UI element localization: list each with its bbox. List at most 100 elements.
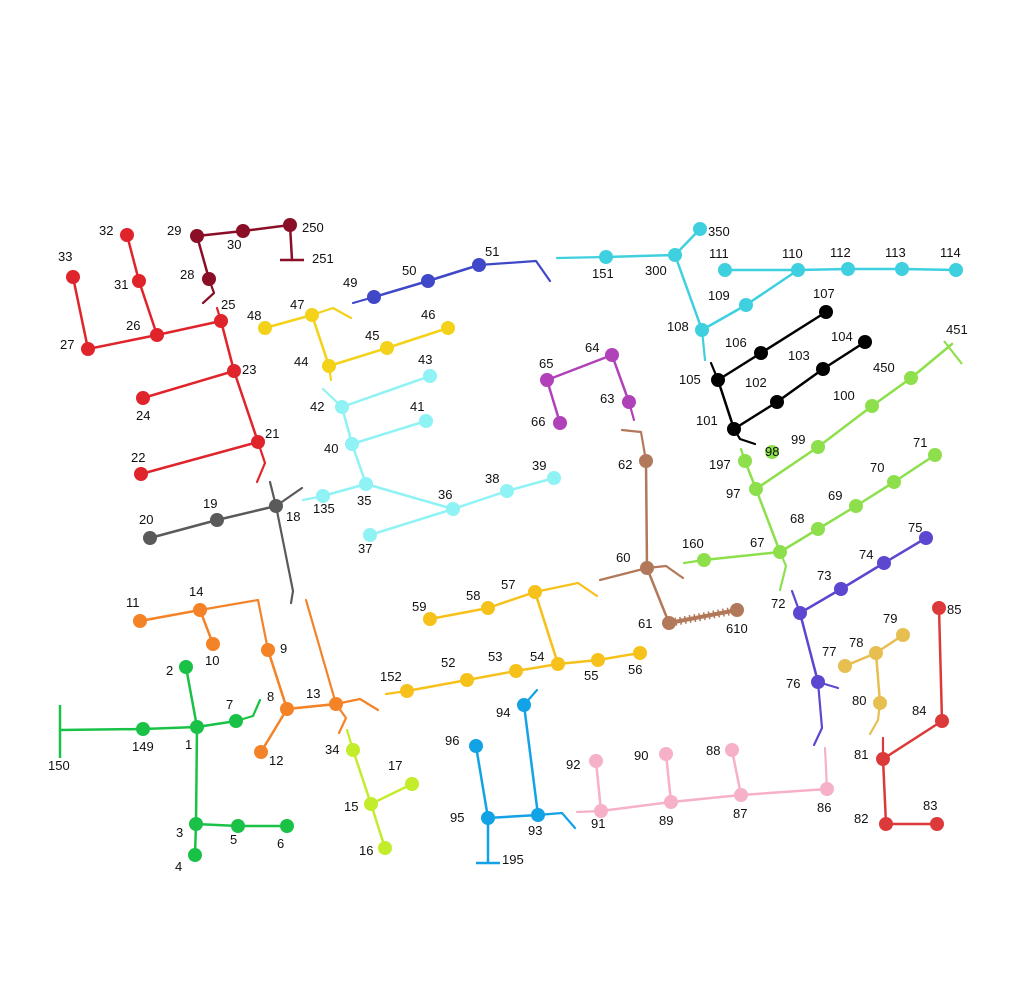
node-96 xyxy=(469,739,483,753)
node-label-65: 65 xyxy=(539,356,553,371)
node-5 xyxy=(231,819,245,833)
edge-44-47 xyxy=(310,313,331,368)
edge-150-149 xyxy=(58,727,145,732)
node-label-2: 2 xyxy=(166,663,173,678)
node-label-108: 108 xyxy=(667,319,689,334)
node-label-59: 59 xyxy=(412,599,426,614)
node-105 xyxy=(711,373,725,387)
node-label-151: 151 xyxy=(592,266,614,281)
node-label-83: 83 xyxy=(923,798,937,813)
node-92 xyxy=(589,754,603,768)
node-88 xyxy=(725,743,739,757)
node-label-32: 32 xyxy=(99,223,113,238)
node-53 xyxy=(509,664,523,678)
node-label-112: 112 xyxy=(830,245,851,260)
node-label-102: 102 xyxy=(745,375,767,390)
node-160 xyxy=(697,553,711,567)
node-35 xyxy=(359,477,373,491)
edge-67-68 xyxy=(778,527,820,554)
node-label-33: 33 xyxy=(58,249,72,264)
node-43 xyxy=(423,369,437,383)
node-108 xyxy=(695,323,709,337)
node-71 xyxy=(928,448,942,462)
node-label-36: 36 xyxy=(438,487,452,502)
node-label-69: 69 xyxy=(828,488,842,503)
edge-109-110 xyxy=(744,268,800,307)
node-label-10: 10 xyxy=(205,653,219,668)
node-label-66: 66 xyxy=(531,414,545,429)
edge-300-108 xyxy=(673,253,704,332)
node-label-28: 28 xyxy=(180,267,194,282)
edge-61-610-hatch xyxy=(717,609,721,618)
node-54 xyxy=(551,657,565,671)
edge-105-106 xyxy=(716,351,763,382)
node-68 xyxy=(811,522,825,536)
node-label-56: 56 xyxy=(628,662,642,677)
edge-61-610-hatch xyxy=(698,613,702,622)
edge-106-107 xyxy=(759,310,828,355)
node-label-51: 51 xyxy=(485,244,499,259)
edge-67-97 xyxy=(754,487,782,554)
node-72 xyxy=(793,606,807,620)
node-31 xyxy=(132,274,146,288)
node-56 xyxy=(633,646,647,660)
edge-89-87 xyxy=(669,793,743,804)
node-label-80: 80 xyxy=(852,693,866,708)
node-label-97: 97 xyxy=(726,486,740,501)
edge-94-93 xyxy=(522,703,540,817)
node-451 xyxy=(943,340,963,365)
node-label-14: 14 xyxy=(189,584,203,599)
node-55 xyxy=(591,653,605,667)
node-label-34: 34 xyxy=(325,742,339,757)
edge-47-48 xyxy=(263,313,314,330)
node-label-251: 251 xyxy=(312,251,334,266)
node-10 xyxy=(206,637,220,651)
node-62 xyxy=(639,454,653,468)
node-label-91: 91 xyxy=(591,816,605,831)
edge-61-610-hatch xyxy=(688,614,692,624)
node-label-7: 7 xyxy=(226,697,233,712)
edge-68-69 xyxy=(816,504,858,531)
node-label-6: 6 xyxy=(277,836,284,851)
node-label-58: 58 xyxy=(466,588,480,603)
node-52 xyxy=(460,673,474,687)
edge-3-5 xyxy=(194,822,240,828)
node-23 xyxy=(227,364,241,378)
line-stub-cyan-18 xyxy=(555,255,608,260)
edge-50-51 xyxy=(426,263,481,283)
node-152 xyxy=(400,684,414,698)
node-label-5: 5 xyxy=(230,832,237,847)
edge-62-60 xyxy=(644,459,649,570)
node-label-110: 110 xyxy=(782,246,803,261)
node-label-95: 95 xyxy=(450,810,464,825)
node-41 xyxy=(419,414,433,428)
edge-101-105 xyxy=(716,378,736,431)
node-98 xyxy=(765,445,779,459)
edge-60-61 xyxy=(645,566,671,625)
node-80 xyxy=(873,696,887,710)
node-42 xyxy=(335,400,349,414)
node-label-82: 82 xyxy=(854,811,868,826)
edge-113-114 xyxy=(900,267,958,272)
edge-110-112 xyxy=(796,267,850,272)
edge-103-104 xyxy=(821,340,867,371)
edge-35-36 xyxy=(364,482,455,511)
node-label-24: 24 xyxy=(136,408,150,423)
edge-72-73 xyxy=(798,587,843,615)
edge-8-9 xyxy=(266,648,289,711)
node-6 xyxy=(280,819,294,833)
node-69 xyxy=(849,499,863,513)
node-104 xyxy=(858,335,872,349)
line-stub-brown-24 xyxy=(598,566,649,582)
node-label-9: 9 xyxy=(280,641,287,656)
node-84 xyxy=(935,714,949,728)
node-87 xyxy=(734,788,748,802)
node-label-89: 89 xyxy=(659,813,673,828)
node-label-300: 300 xyxy=(645,263,667,278)
edge-95-96 xyxy=(474,744,490,820)
edge-151-300 xyxy=(604,253,677,259)
edge-15-17 xyxy=(369,782,414,806)
node-label-76: 76 xyxy=(786,676,800,691)
node-70 xyxy=(887,475,901,489)
node-label-197: 197 xyxy=(709,457,731,472)
